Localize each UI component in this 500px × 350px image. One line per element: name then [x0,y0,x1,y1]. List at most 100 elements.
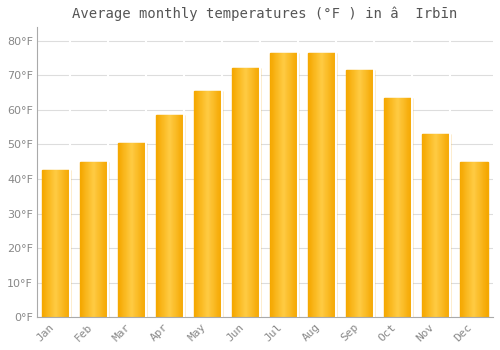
Bar [290,53,291,317]
Bar [429,134,430,317]
Bar [330,53,331,317]
Bar [358,70,359,317]
Bar [67,170,68,317]
Bar [182,115,183,317]
Bar [476,162,477,317]
Bar [89,162,90,317]
Bar [123,143,124,317]
Bar [373,70,374,317]
Bar [63,170,64,317]
Bar [121,143,122,317]
Bar [140,143,141,317]
Bar [443,134,444,317]
Bar [486,162,487,317]
Bar [283,53,284,317]
Bar [403,98,404,317]
Bar [160,115,161,317]
Bar [270,53,271,317]
Bar [233,68,234,317]
Bar [273,53,274,317]
Bar [168,115,169,317]
Bar [471,162,472,317]
Bar [323,53,324,317]
Bar [246,68,247,317]
Bar [294,53,295,317]
Bar [427,134,428,317]
Bar [105,162,106,317]
Bar [292,53,293,317]
Bar [435,134,436,317]
Bar [254,68,255,317]
Bar [350,70,351,317]
Bar [467,162,468,317]
Bar [351,70,352,317]
Bar [208,91,209,317]
Bar [278,53,279,317]
Bar [159,115,160,317]
Bar [235,68,236,317]
Bar [288,53,289,317]
Bar [214,91,215,317]
Bar [466,162,467,317]
Bar [347,70,348,317]
Bar [179,115,180,317]
Bar [125,143,126,317]
Bar [97,162,98,317]
Bar [241,68,242,317]
Bar [206,91,207,317]
Bar [137,143,138,317]
Bar [465,162,466,317]
Bar [411,98,412,317]
Bar [401,98,402,317]
Bar [360,70,361,317]
Bar [436,134,437,317]
Bar [352,70,353,317]
Bar [478,162,479,317]
Bar [289,53,290,317]
Bar [249,68,250,317]
Bar [410,98,411,317]
Bar [85,162,86,317]
Bar [96,162,97,317]
Bar [446,134,447,317]
Bar [357,70,358,317]
Bar [212,91,213,317]
Bar [128,143,129,317]
Bar [438,134,439,317]
Bar [485,162,486,317]
Bar [445,134,446,317]
Bar [207,91,208,317]
Bar [387,98,388,317]
Bar [183,115,184,317]
Bar [364,70,365,317]
Bar [362,70,363,317]
Bar [311,53,312,317]
Bar [321,53,322,317]
Bar [437,134,438,317]
Bar [135,143,136,317]
Bar [118,143,119,317]
Bar [286,53,287,317]
Bar [356,70,357,317]
Bar [482,162,483,317]
Bar [58,170,59,317]
Bar [166,115,167,317]
Bar [134,143,135,317]
Bar [69,170,70,317]
Bar [60,170,61,317]
Bar [370,70,371,317]
Bar [220,91,221,317]
Bar [80,162,81,317]
Bar [472,162,473,317]
Bar [271,53,272,317]
Bar [234,68,235,317]
Bar [98,162,99,317]
Bar [316,53,317,317]
Bar [195,91,196,317]
Bar [331,53,332,317]
Bar [371,70,372,317]
Bar [251,68,252,317]
Bar [296,53,297,317]
Bar [460,162,461,317]
Bar [100,162,101,317]
